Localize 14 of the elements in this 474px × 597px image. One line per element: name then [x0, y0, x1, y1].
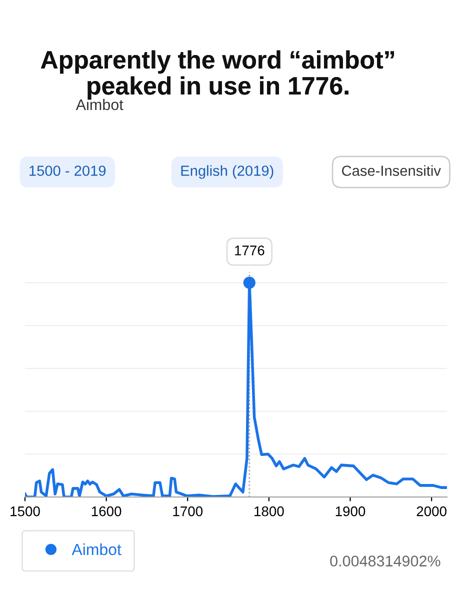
x-tick-label: 2000 — [416, 506, 446, 516]
text: Aimbot — [76, 98, 124, 110]
x-tick-label: 1600 — [92, 506, 122, 516]
x-tick-label: 1900 — [336, 506, 366, 516]
x-tick-label: 1800 — [254, 506, 284, 516]
text: Case-Insensitiv — [342, 165, 441, 176]
x-tick-label: 1500 — [10, 506, 40, 516]
chart-title: Apparently the word “aimbot” peaked in use in 1776. — [40, 50, 394, 100]
legend-label: Aimbot — [72, 543, 122, 556]
ref-line-label: 1776 — [235, 246, 264, 256]
x-tick-label: 1700 — [173, 506, 203, 516]
text: 1500 - 2019 — [30, 166, 106, 176]
text: English (2019) — [181, 165, 274, 179]
text: 0.0048314902% — [330, 556, 440, 566]
